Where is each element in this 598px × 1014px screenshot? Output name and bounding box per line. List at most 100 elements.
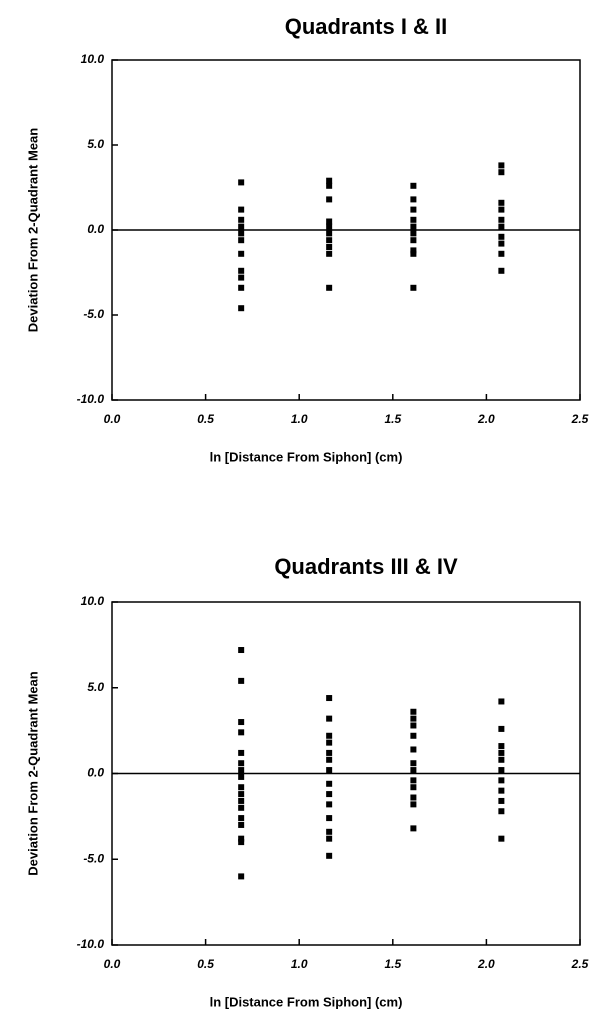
- point: [326, 237, 333, 244]
- point: [238, 784, 245, 791]
- point: [238, 237, 245, 244]
- point: [498, 797, 505, 804]
- point: [326, 756, 333, 763]
- point: [410, 732, 417, 739]
- point: [238, 791, 245, 798]
- point: [326, 715, 333, 722]
- point: [498, 199, 505, 206]
- point: [238, 873, 245, 880]
- point: [498, 698, 505, 705]
- point: [326, 791, 333, 798]
- point: [238, 274, 245, 281]
- x-tick-label: 1.0: [291, 957, 308, 971]
- x-tick-label: 1.0: [291, 412, 308, 426]
- point: [326, 780, 333, 787]
- point: [498, 223, 505, 230]
- point: [410, 746, 417, 753]
- point: [326, 223, 333, 230]
- point: [326, 828, 333, 835]
- y-tick-label: 0.0: [87, 222, 104, 236]
- point: [326, 177, 333, 184]
- chart-title: Quadrants I & II: [285, 14, 448, 39]
- x-tick-label: 2.0: [477, 957, 495, 971]
- x-tick-label: 1.5: [384, 412, 401, 426]
- chart-title: Quadrants III & IV: [274, 554, 458, 579]
- point: [498, 206, 505, 213]
- point: [410, 223, 417, 230]
- point: [410, 708, 417, 715]
- y-tick-label: 10.0: [81, 594, 105, 608]
- point: [498, 835, 505, 842]
- point: [410, 250, 417, 257]
- point: [498, 749, 505, 756]
- point: [498, 169, 505, 176]
- point: [238, 179, 245, 186]
- point: [410, 196, 417, 203]
- point: [326, 739, 333, 746]
- chart: Quadrants I & II 10.0 5.0 0.0 -5.0 -10.0 0.0 0.…: [25, 14, 588, 465]
- point: [238, 804, 245, 811]
- y-tick-label: 5.0: [87, 680, 104, 694]
- point: [326, 852, 333, 859]
- point: [498, 725, 505, 732]
- y-axis-label: Deviation From 2-Quadrant Mean: [25, 128, 40, 332]
- y-tick-label: -10.0: [77, 937, 105, 951]
- point: [238, 835, 245, 842]
- y-axis-label: Deviation From 2-Quadrant Mean: [25, 671, 40, 875]
- point: [326, 732, 333, 739]
- point: [238, 284, 245, 291]
- point: [410, 777, 417, 784]
- point: [410, 784, 417, 791]
- point: [238, 230, 245, 237]
- point: [238, 729, 245, 736]
- point: [498, 162, 505, 169]
- y-tick-label: -10.0: [77, 392, 105, 406]
- point: [326, 196, 333, 203]
- x-axis-label: ln [Distance From Siphon] (cm): [210, 994, 403, 1009]
- point: [238, 647, 245, 654]
- point: [238, 760, 245, 767]
- point: [498, 767, 505, 774]
- point: [326, 835, 333, 842]
- point: [410, 801, 417, 808]
- point: [238, 797, 245, 804]
- point: [410, 230, 417, 237]
- point: [498, 756, 505, 763]
- point: [498, 216, 505, 223]
- x-tick-label: 0.5: [197, 412, 214, 426]
- point: [238, 821, 245, 828]
- point: [238, 677, 245, 684]
- x-tick-label: 0.0: [104, 412, 121, 426]
- x-tick-label: 2.5: [571, 957, 589, 971]
- point: [238, 749, 245, 756]
- point: [410, 825, 417, 832]
- point: [326, 244, 333, 250]
- point: [410, 722, 417, 729]
- point: [326, 801, 333, 808]
- point: [326, 218, 333, 225]
- point: [238, 773, 245, 780]
- point: [410, 794, 417, 801]
- x-axis-label: ln [Distance From Siphon] (cm): [210, 449, 403, 464]
- point: [238, 719, 245, 726]
- point: [410, 284, 417, 291]
- y-tick-label: -5.0: [83, 851, 104, 865]
- point: [498, 787, 505, 794]
- point: [326, 815, 333, 822]
- point: [498, 240, 505, 247]
- y-tick-label: 0.0: [87, 766, 104, 780]
- point: [410, 247, 417, 254]
- point: [238, 839, 245, 846]
- point: [326, 767, 333, 774]
- point: [498, 233, 505, 240]
- point: [410, 182, 417, 189]
- point: [326, 230, 333, 237]
- point: [498, 808, 505, 815]
- point: [238, 815, 245, 822]
- x-tick-label: 2.5: [571, 412, 589, 426]
- point: [326, 749, 333, 756]
- x-tick-label: 0.0: [104, 957, 121, 971]
- point: [238, 767, 245, 774]
- y-tick-label: 10.0: [81, 52, 105, 66]
